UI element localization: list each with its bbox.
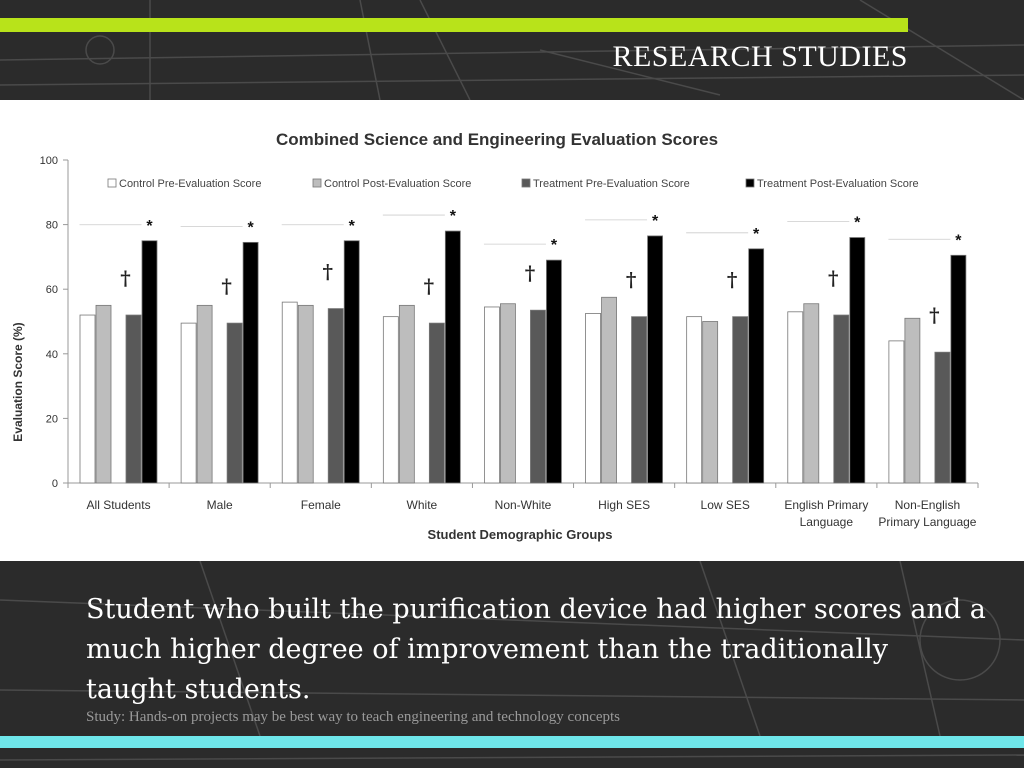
x-tick-label: Primary Language: [878, 515, 976, 529]
bar: [546, 259, 562, 484]
y-tick-label: 100: [40, 155, 58, 167]
x-tick-label: Male: [207, 498, 233, 512]
significance-star: *: [955, 232, 962, 249]
chart-bars: [79, 230, 967, 484]
significance-star: *: [652, 213, 659, 230]
bar: [141, 240, 158, 484]
x-tick-label: English Primary: [784, 498, 868, 512]
x-tick-label: Female: [301, 498, 341, 512]
bar: [281, 301, 298, 484]
bar: [444, 230, 461, 484]
bar: [702, 321, 719, 484]
legend-swatch: [107, 178, 117, 188]
legend-swatch: [521, 178, 531, 188]
legend-label: Treatment Pre-Evaluation Score: [533, 178, 690, 190]
x-tick-label: Language: [800, 515, 854, 529]
y-tick-label: 60: [46, 284, 58, 296]
source-note: Study: Hands-on projects may be best way…: [86, 709, 621, 725]
significance-star: *: [146, 218, 153, 235]
bar: [950, 254, 967, 484]
chart-legend: Control Pre-Evaluation Score Control Post…: [107, 178, 919, 190]
bar: [934, 351, 951, 484]
y-tick-label: 0: [52, 478, 58, 490]
dagger-mark: †: [929, 303, 939, 327]
chart-annotations: † * † * † * † * † * † * † * † * † *: [79, 208, 962, 327]
bar: [297, 304, 314, 484]
bar: [647, 235, 663, 484]
bar: [398, 304, 415, 484]
bar: [343, 240, 360, 484]
bar: [888, 340, 905, 484]
significance-star: *: [854, 215, 861, 232]
x-tick-label: All Students: [87, 498, 151, 512]
x-axis-label: Student Demographic Groups: [428, 527, 613, 542]
legend-label: Control Post-Evaluation Score: [324, 178, 471, 190]
bar: [904, 317, 921, 484]
y-axis-label: Evaluation Score (%): [11, 322, 25, 441]
bar: [95, 304, 112, 484]
bar: [748, 248, 765, 484]
bar: [428, 322, 445, 484]
x-tick-label: Non-English: [895, 498, 960, 512]
chart-panel: Combined Science and Engineering Evaluat…: [0, 100, 1024, 561]
bar: [125, 314, 142, 484]
chart-title: Combined Science and Engineering Evaluat…: [276, 130, 718, 149]
x-tick-label: White: [407, 498, 438, 512]
dagger-mark: †: [727, 268, 737, 292]
legend-label: Control Pre-Evaluation Score: [119, 178, 261, 190]
legend-label: Treatment Post-Evaluation Score: [757, 178, 919, 190]
slide-caption: Student who built the purification devic…: [86, 594, 986, 705]
bar: [686, 316, 703, 484]
y-tick-label: 80: [46, 220, 58, 232]
top-accent-bar: [0, 18, 908, 32]
significance-star: *: [247, 219, 254, 236]
bar-chart: Combined Science and Engineering Evaluat…: [11, 130, 979, 542]
slide-title: RESEARCH STUDIES: [612, 40, 908, 73]
bar: [79, 314, 96, 484]
dagger-mark: †: [828, 266, 838, 290]
bar: [601, 296, 617, 484]
bar: [732, 316, 749, 484]
x-tick-labels: All Students Male Female White Non-White High…: [87, 498, 977, 529]
bar: [833, 314, 850, 484]
bar: [787, 311, 804, 484]
bar: [585, 313, 601, 484]
bar: [500, 303, 516, 484]
bar: [226, 322, 243, 484]
significance-star: *: [753, 226, 760, 243]
bar: [382, 316, 399, 484]
x-tick-label: Non-White: [495, 498, 552, 512]
dagger-mark: †: [322, 260, 332, 284]
significance-star: *: [450, 208, 457, 225]
dagger-mark: †: [221, 274, 231, 298]
y-tick-label: 40: [46, 349, 58, 361]
significance-star: *: [349, 218, 356, 235]
significance-star: *: [551, 237, 558, 254]
x-tick-label: Low SES: [701, 498, 750, 512]
x-tick-label: High SES: [598, 498, 650, 512]
chart-axes: 0 20 40 60 80 100: [40, 155, 979, 490]
bar: [803, 303, 820, 484]
bar: [196, 304, 213, 484]
legend-swatch: [745, 178, 755, 188]
legend-swatch: [312, 178, 322, 188]
bar: [242, 241, 259, 484]
dagger-mark: †: [626, 268, 636, 292]
bottom-accent-bar: [0, 736, 1024, 748]
bar: [631, 316, 647, 484]
bar: [484, 306, 500, 484]
bar: [180, 322, 197, 484]
bar: [849, 237, 866, 484]
dagger-mark: †: [424, 274, 434, 298]
bar: [530, 309, 546, 484]
y-tick-label: 20: [46, 413, 58, 425]
bar: [327, 308, 344, 484]
dagger-mark: †: [525, 261, 535, 285]
dagger-mark: †: [120, 266, 130, 290]
